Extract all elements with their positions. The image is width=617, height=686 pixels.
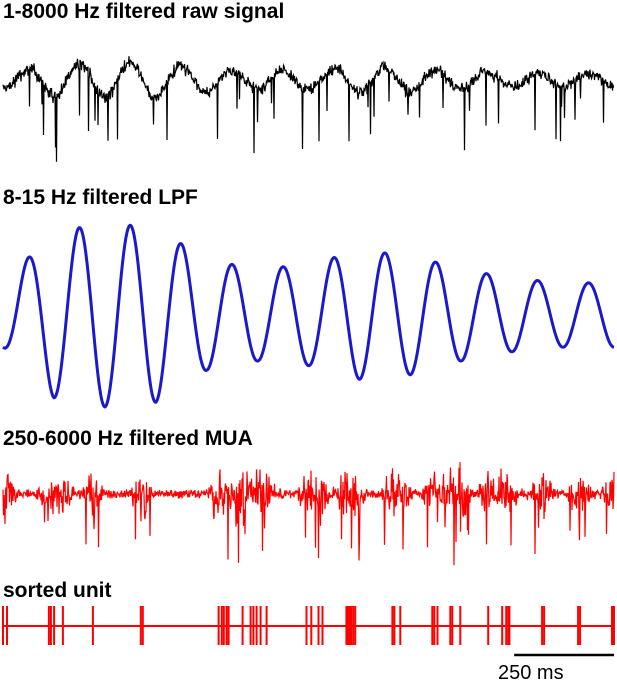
sorted-unit-title: sorted unit <box>3 579 112 602</box>
sorted-unit-panel <box>2 606 615 645</box>
lpf-trace <box>2 223 615 409</box>
mua-panel <box>2 462 615 566</box>
raw-signal-panel <box>2 56 615 162</box>
raw-signal-title: 1-8000 Hz filtered raw signal <box>3 0 285 23</box>
lpf-panel <box>2 223 615 409</box>
mua-title: 250-6000 Hz filtered MUA <box>3 427 253 450</box>
lpf-title: 8-15 Hz filtered LPF <box>3 186 198 209</box>
scale-bar-label: 250 ms <box>498 662 564 684</box>
raw-signal-trace <box>2 56 615 162</box>
mua-trace <box>2 462 615 566</box>
